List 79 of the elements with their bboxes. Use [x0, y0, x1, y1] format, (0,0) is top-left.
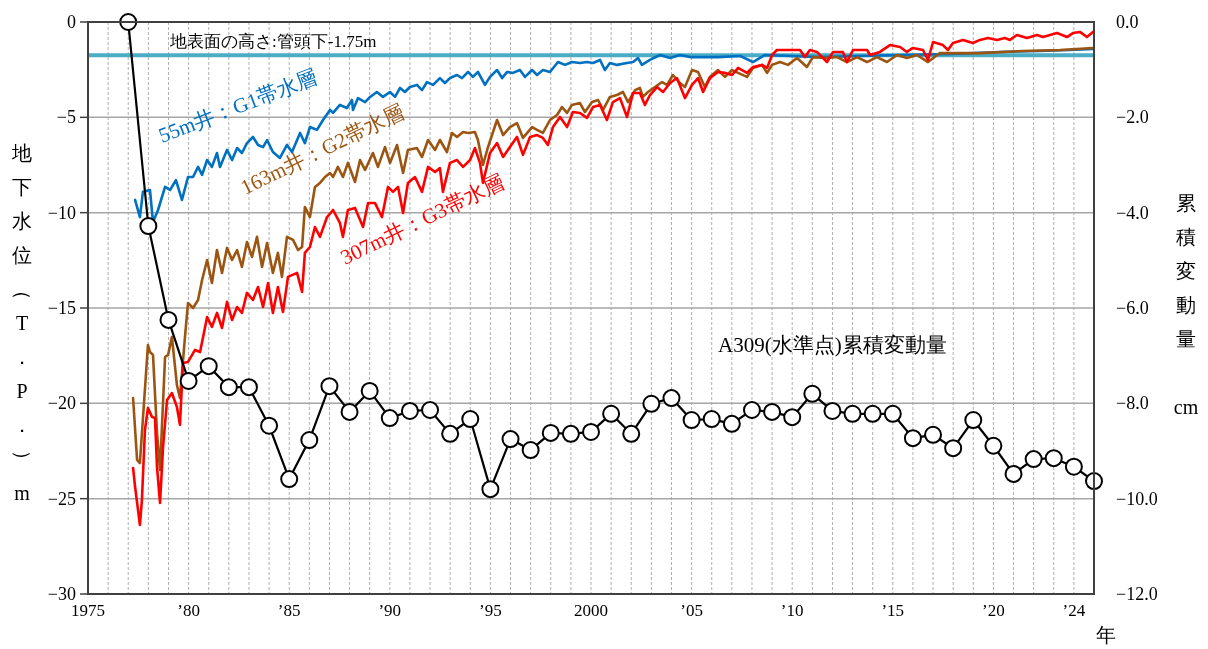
y-tick-label: −25	[47, 488, 76, 509]
point	[219, 378, 238, 397]
point	[561, 424, 580, 443]
x-tick-label: ’85	[277, 601, 301, 620]
x-tick-label: ’10	[780, 601, 804, 620]
y2-tick-label: −10.0	[1116, 488, 1158, 509]
point	[521, 441, 540, 460]
point	[159, 310, 178, 329]
point	[441, 424, 460, 443]
point	[461, 410, 480, 429]
point	[260, 416, 279, 435]
point	[783, 408, 802, 427]
point	[380, 409, 399, 428]
point	[179, 371, 198, 390]
point	[763, 402, 782, 421]
point	[340, 402, 359, 421]
point	[300, 431, 319, 450]
point	[421, 401, 440, 420]
text: 55m井：G1帯水層	[155, 65, 321, 148]
text: 地下水位（T．P．）m	[12, 142, 34, 504]
point	[964, 411, 983, 430]
point	[1064, 457, 1083, 476]
x-tick-label: 2000	[574, 601, 608, 620]
point	[400, 401, 419, 420]
x-tick-label: 1975	[71, 601, 105, 620]
point	[722, 414, 741, 433]
point	[360, 381, 379, 400]
y2-tick-label: −4.0	[1116, 202, 1149, 223]
point	[501, 430, 520, 449]
y2-tick-label: −2.0	[1116, 107, 1149, 128]
y-tick-label: −30	[47, 584, 76, 604]
point	[280, 470, 299, 489]
x-tick-label: ’20	[982, 601, 1005, 620]
x-tick-label: ’80	[177, 601, 200, 620]
point	[1004, 464, 1023, 483]
point	[843, 404, 862, 423]
point	[944, 439, 963, 458]
point	[803, 384, 822, 403]
text: A309(水準点)累積変動量	[718, 333, 947, 357]
point	[622, 424, 641, 443]
point	[903, 429, 922, 448]
point	[662, 389, 681, 408]
x-tick-label: ’05	[680, 601, 703, 620]
y2-tick-label: −8.0	[1116, 393, 1149, 414]
point	[863, 404, 882, 423]
point	[320, 377, 339, 396]
x-tick-label: ’90	[378, 601, 402, 620]
point	[1024, 450, 1043, 469]
ref-line-label: 地表面の高さ:管頭下-1.75m	[169, 32, 377, 52]
x-axis-title: 年	[1096, 624, 1116, 646]
point	[602, 404, 621, 423]
point	[541, 423, 560, 442]
point	[139, 217, 158, 236]
y2-tick-label: −12.0	[1116, 584, 1158, 604]
point	[924, 425, 943, 444]
point	[984, 436, 1003, 455]
point	[883, 404, 902, 423]
y-tick-label: −15	[47, 298, 76, 318]
text: 累積変動量 cm	[1173, 192, 1199, 418]
point	[239, 378, 258, 397]
x-tick-label: ’24	[1062, 601, 1086, 620]
x-tick-label: ’95	[479, 601, 502, 620]
y-tick-label: −10	[47, 202, 76, 223]
y2-tick-label: 0.0	[1116, 12, 1139, 32]
point	[642, 394, 661, 413]
x-tick-label: ’15	[881, 601, 905, 620]
point	[742, 401, 761, 420]
y-tick-label: −20	[47, 393, 76, 414]
y-tick-label: −5	[56, 107, 76, 128]
point	[702, 410, 721, 429]
point	[582, 422, 600, 441]
text: 307m井：G3帯水層	[336, 169, 508, 270]
y-tick-label: 0	[67, 12, 76, 32]
point	[199, 357, 218, 376]
point	[481, 480, 500, 499]
y2-tick-label: −6.0	[1116, 298, 1149, 318]
point	[1044, 449, 1063, 468]
point	[823, 401, 842, 420]
point	[682, 411, 701, 430]
